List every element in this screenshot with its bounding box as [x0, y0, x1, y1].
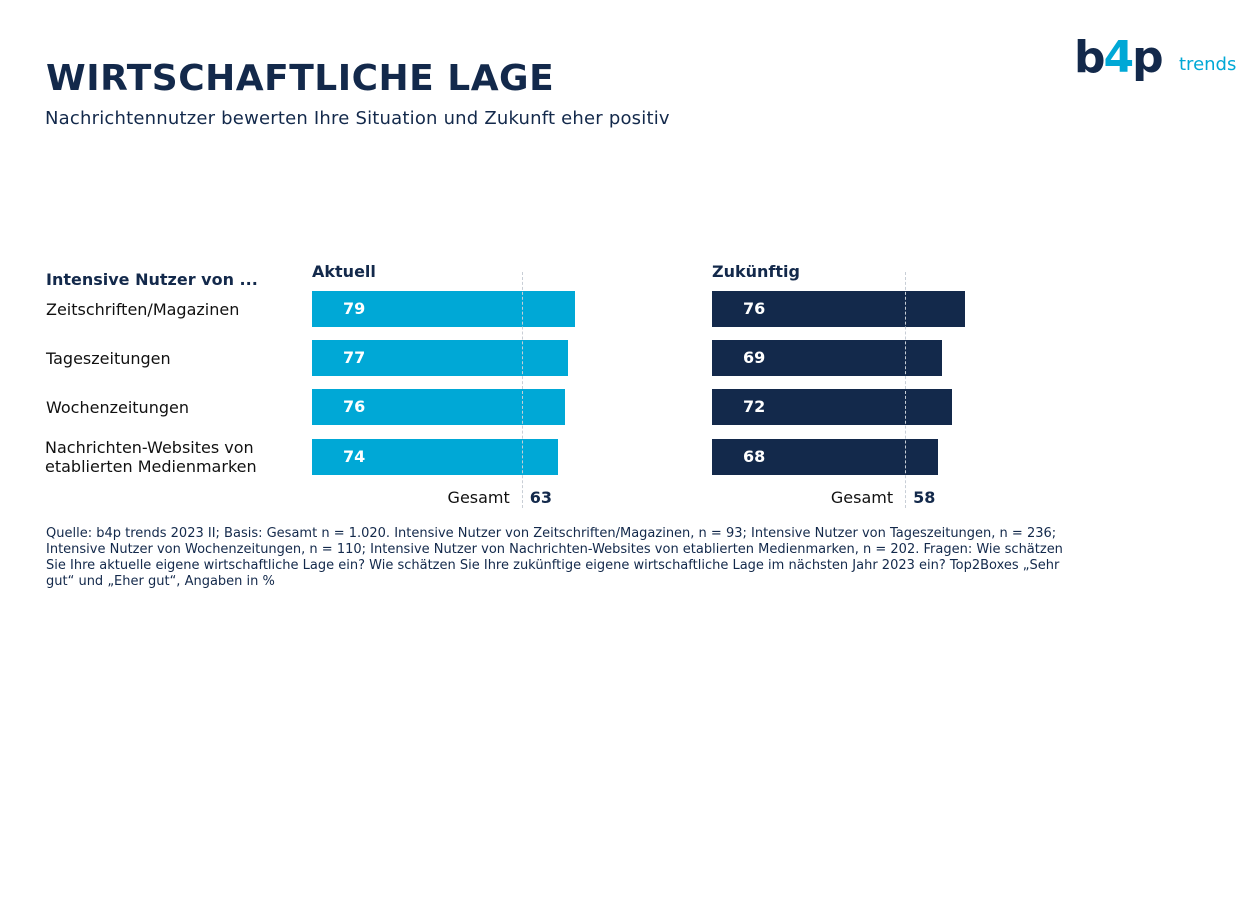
bar-zukuenftig: 69 — [712, 340, 942, 376]
category-label: Nachrichten-Websites von etablierten Med… — [45, 438, 257, 476]
page-title: WIRTSCHAFTLICHE LAGE — [46, 58, 555, 99]
page-subtitle: Nachrichtennutzer bewerten Ihre Situatio… — [45, 108, 670, 129]
category-label: Tageszeitungen — [46, 348, 171, 368]
bar-value-label: 79 — [343, 299, 366, 318]
reference-label: Gesamt — [447, 488, 510, 507]
bar-value-label: 76 — [743, 299, 766, 318]
row-header: Intensive Nutzer von ... — [46, 270, 258, 289]
bar-aktuell: 76 — [312, 389, 566, 425]
bar-value-label: 72 — [743, 397, 766, 416]
category-label: Wochenzeitungen — [46, 397, 189, 417]
series-heading-aktuell: Aktuell — [312, 262, 376, 281]
bar-value-label: 74 — [343, 447, 366, 466]
category-label: Zeitschriften/Magazinen — [46, 299, 240, 319]
bar-value-label: 77 — [343, 348, 366, 367]
bar-zukuenftig: 72 — [712, 389, 952, 425]
reference-label: Gesamt — [830, 488, 894, 507]
bar-value-label: 69 — [743, 348, 766, 367]
reference-value: 63 — [529, 488, 553, 507]
bar-value-label: 76 — [343, 397, 366, 416]
series-heading-zukuenftig: Zukünftig — [712, 262, 800, 281]
reference-value: 58 — [913, 488, 936, 507]
source-note: Quelle: b4p trends 2023 II; Basis: Gesam… — [46, 526, 1063, 589]
bar-zukuenftig: 68 — [712, 439, 939, 475]
reference-line-zukuenftig — [905, 272, 907, 508]
bar-aktuell: 79 — [312, 291, 576, 327]
bar-aktuell: 74 — [312, 439, 559, 475]
bar-zukuenftig: 76 — [712, 291, 966, 327]
bar-value-label: 68 — [743, 447, 766, 466]
bar-aktuell: 77 — [312, 340, 569, 376]
reference-line-aktuell — [521, 272, 523, 508]
